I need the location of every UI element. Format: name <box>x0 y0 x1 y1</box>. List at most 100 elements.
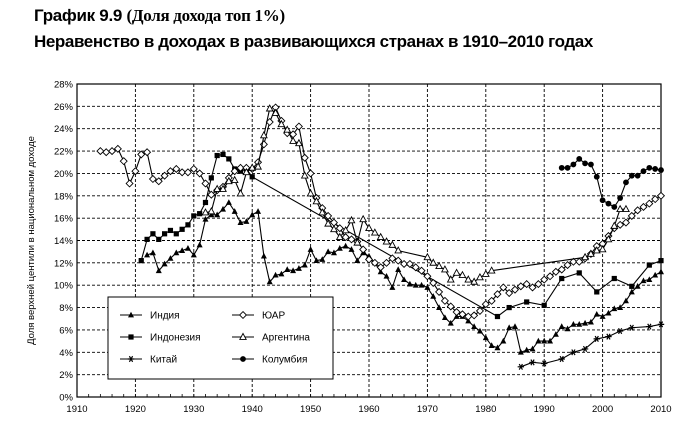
marker-shape <box>162 231 168 237</box>
marker-shape <box>506 324 513 331</box>
series-3 <box>517 321 665 370</box>
marker-shape <box>634 172 641 179</box>
data-point <box>294 122 303 131</box>
data-point <box>529 359 536 366</box>
data-point <box>388 254 397 263</box>
marker-shape <box>559 275 565 282</box>
marker-shape <box>389 284 396 290</box>
data-point <box>447 319 454 326</box>
marker-shape <box>167 227 174 234</box>
data-point <box>599 197 606 204</box>
marker-shape <box>582 319 589 326</box>
data-point <box>277 119 286 128</box>
x-tick-label: 2010 <box>650 404 671 415</box>
data-point <box>586 249 595 257</box>
data-point <box>143 148 152 157</box>
marker-shape <box>541 337 548 344</box>
data-point <box>417 266 426 275</box>
data-point <box>312 196 321 205</box>
marker-shape <box>184 245 191 251</box>
marker-shape <box>295 265 302 271</box>
data-point <box>646 276 653 283</box>
data-point <box>627 211 636 220</box>
data-point <box>249 211 256 218</box>
marker-shape <box>271 108 280 116</box>
data-point <box>435 261 444 270</box>
data-point <box>230 175 239 183</box>
marker-shape <box>546 272 555 281</box>
data-point <box>640 277 647 284</box>
marker-shape <box>172 164 181 173</box>
marker-shape <box>354 257 361 264</box>
marker-shape <box>458 310 467 319</box>
data-point <box>300 171 309 179</box>
x-tick-label: 1930 <box>183 404 204 415</box>
data-point <box>197 211 203 217</box>
marker-shape <box>435 261 444 270</box>
data-point <box>452 268 461 276</box>
marker-shape <box>156 236 162 242</box>
marker-shape <box>617 304 624 310</box>
legend-marker <box>238 310 248 320</box>
marker-shape <box>528 283 537 292</box>
marker-shape <box>558 323 565 329</box>
marker-shape <box>476 327 483 334</box>
marker-shape <box>658 258 664 264</box>
marker-shape <box>493 290 502 299</box>
data-point <box>535 337 542 344</box>
marker-shape <box>628 288 635 295</box>
data-point <box>113 144 122 153</box>
marker-shape <box>575 257 584 266</box>
data-point <box>154 177 163 186</box>
data-point <box>576 155 583 162</box>
marker-shape <box>598 244 607 253</box>
legend-item: Колумбия <box>232 354 307 366</box>
marker-shape <box>266 278 273 285</box>
marker-shape <box>137 150 146 159</box>
marker-shape <box>512 323 518 329</box>
data-point <box>167 227 174 234</box>
data-point <box>605 333 612 340</box>
data-point <box>557 265 566 274</box>
marker-shape <box>576 270 582 276</box>
legend-label: Индия <box>150 311 180 322</box>
data-point <box>207 190 216 199</box>
marker-shape <box>640 277 647 284</box>
data-point <box>522 280 531 289</box>
data-point <box>400 259 409 269</box>
marker-shape <box>570 161 577 168</box>
y-tick-label: 22% <box>54 147 74 158</box>
x-tick-label: 1980 <box>475 404 496 415</box>
marker-shape <box>435 287 444 296</box>
data-point <box>208 211 215 218</box>
marker-shape <box>417 266 426 275</box>
data-point <box>173 231 179 237</box>
data-point <box>523 346 530 353</box>
marker-shape <box>388 254 397 263</box>
marker-shape <box>249 174 255 180</box>
marker-shape <box>471 323 478 329</box>
marker-shape <box>330 249 337 256</box>
series-line <box>520 323 662 368</box>
data-point <box>476 327 483 334</box>
data-point <box>307 246 314 252</box>
marker-shape <box>423 272 432 281</box>
data-point <box>401 276 408 283</box>
marker-shape <box>220 205 226 212</box>
data-point <box>588 161 594 168</box>
marker-shape <box>178 168 187 177</box>
marker-shape <box>639 202 648 212</box>
marker-shape <box>634 283 641 289</box>
marker-shape <box>517 363 525 370</box>
marker-shape <box>306 189 315 197</box>
marker-shape <box>593 310 600 317</box>
data-point <box>500 337 507 344</box>
marker-shape <box>238 310 248 320</box>
marker-shape <box>143 148 152 157</box>
data-point <box>429 258 438 266</box>
marker-shape <box>259 130 268 139</box>
data-point <box>102 148 111 157</box>
marker-shape <box>277 119 286 128</box>
data-point <box>487 296 496 305</box>
marker-shape <box>249 211 256 218</box>
